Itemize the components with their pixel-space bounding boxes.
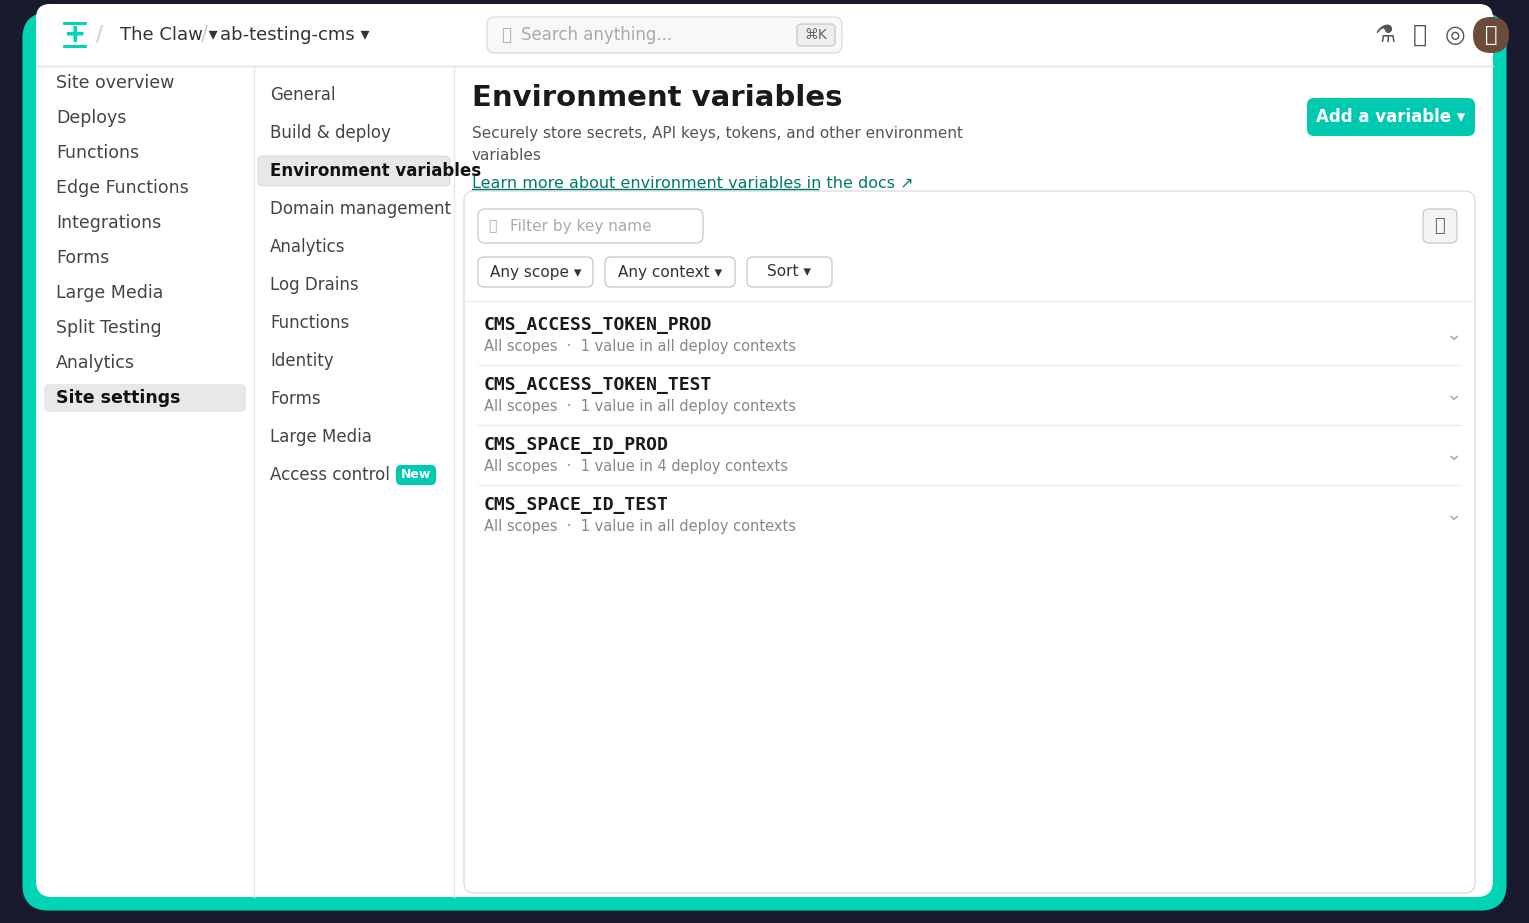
Text: ⌘K: ⌘K — [804, 28, 827, 42]
Text: ab-testing-cms ▾: ab-testing-cms ▾ — [220, 26, 370, 44]
Text: Large Media: Large Media — [271, 428, 372, 446]
FancyBboxPatch shape — [479, 257, 593, 287]
Text: Build & deploy: Build & deploy — [271, 124, 391, 142]
Text: CMS_ACCESS_TOKEN_PROD: CMS_ACCESS_TOKEN_PROD — [485, 316, 713, 334]
FancyBboxPatch shape — [63, 45, 87, 48]
FancyBboxPatch shape — [463, 191, 1475, 893]
Text: Deploys: Deploys — [57, 109, 127, 127]
Text: The Claw ▾: The Claw ▾ — [119, 26, 217, 44]
Text: ⌄: ⌄ — [1445, 506, 1462, 524]
Text: Identity: Identity — [271, 352, 333, 370]
FancyBboxPatch shape — [44, 384, 246, 412]
FancyBboxPatch shape — [605, 257, 735, 287]
Text: Forms: Forms — [271, 390, 321, 408]
Text: CMS_ACCESS_TOKEN_TEST: CMS_ACCESS_TOKEN_TEST — [485, 376, 713, 394]
FancyBboxPatch shape — [258, 156, 450, 186]
Text: /: / — [202, 25, 208, 45]
Text: 🔍: 🔍 — [502, 26, 511, 44]
Text: Split Testing: Split Testing — [57, 319, 162, 337]
FancyBboxPatch shape — [479, 209, 703, 243]
Text: Search anything...: Search anything... — [521, 26, 673, 44]
Text: Any scope ▾: Any scope ▾ — [489, 265, 581, 280]
Text: ⌄: ⌄ — [1445, 446, 1462, 464]
Text: ⌄: ⌄ — [1445, 326, 1462, 344]
Text: Site overview: Site overview — [57, 74, 174, 92]
Text: Site settings: Site settings — [57, 389, 180, 407]
Text: Add a variable ▾: Add a variable ▾ — [1316, 108, 1466, 126]
FancyBboxPatch shape — [1423, 209, 1457, 243]
Text: ⧉: ⧉ — [1434, 217, 1445, 235]
Text: Integrations: Integrations — [57, 214, 161, 232]
Text: All scopes  ·  1 value in all deploy contexts: All scopes · 1 value in all deploy conte… — [485, 519, 797, 533]
Text: All scopes  ·  1 value in 4 deploy contexts: All scopes · 1 value in 4 deploy context… — [485, 459, 787, 473]
Text: CMS_SPACE_ID_TEST: CMS_SPACE_ID_TEST — [485, 496, 668, 514]
Text: ◎: ◎ — [1445, 23, 1465, 47]
Text: Learn more about environment variables in the docs ↗: Learn more about environment variables i… — [472, 176, 913, 191]
Text: All scopes  ·  1 value in all deploy contexts: All scopes · 1 value in all deploy conte… — [485, 399, 797, 414]
Text: 🔔: 🔔 — [1413, 23, 1427, 47]
FancyBboxPatch shape — [1307, 98, 1475, 136]
Text: Large Media: Large Media — [57, 284, 164, 302]
Text: Log Drains: Log Drains — [271, 276, 359, 294]
Text: Domain management: Domain management — [271, 200, 451, 218]
FancyBboxPatch shape — [1472, 17, 1509, 53]
Text: Environment variables: Environment variables — [472, 84, 842, 112]
FancyBboxPatch shape — [63, 22, 87, 25]
Text: New: New — [401, 469, 431, 482]
Text: Access control: Access control — [271, 466, 390, 484]
Text: /: / — [96, 25, 104, 45]
Text: +: + — [66, 20, 84, 50]
Text: Sort ▾: Sort ▾ — [768, 265, 812, 280]
FancyBboxPatch shape — [37, 26, 1492, 897]
Text: Analytics: Analytics — [271, 238, 346, 256]
Text: ⌄: ⌄ — [1445, 386, 1462, 404]
FancyBboxPatch shape — [396, 465, 436, 485]
FancyBboxPatch shape — [748, 257, 832, 287]
Text: Filter by key name: Filter by key name — [511, 219, 651, 234]
Text: Edge Functions: Edge Functions — [57, 179, 188, 197]
Text: General: General — [271, 86, 335, 104]
FancyBboxPatch shape — [37, 4, 1492, 66]
FancyBboxPatch shape — [488, 17, 842, 53]
Text: Analytics: Analytics — [57, 354, 135, 372]
FancyBboxPatch shape — [28, 18, 1501, 905]
Text: CMS_SPACE_ID_PROD: CMS_SPACE_ID_PROD — [485, 436, 668, 454]
Text: 🔍: 🔍 — [488, 219, 497, 233]
Text: Forms: Forms — [57, 249, 109, 267]
Text: Securely store secrets, API keys, tokens, and other environment
variables: Securely store secrets, API keys, tokens… — [472, 126, 963, 163]
Text: Functions: Functions — [271, 314, 349, 332]
FancyBboxPatch shape — [797, 24, 835, 46]
Text: ⚗: ⚗ — [1375, 23, 1396, 47]
Text: Any context ▾: Any context ▾ — [618, 265, 722, 280]
Text: 👤: 👤 — [1485, 25, 1497, 45]
Text: Functions: Functions — [57, 144, 139, 162]
Text: Environment variables: Environment variables — [271, 162, 482, 180]
Text: All scopes  ·  1 value in all deploy contexts: All scopes · 1 value in all deploy conte… — [485, 339, 797, 354]
